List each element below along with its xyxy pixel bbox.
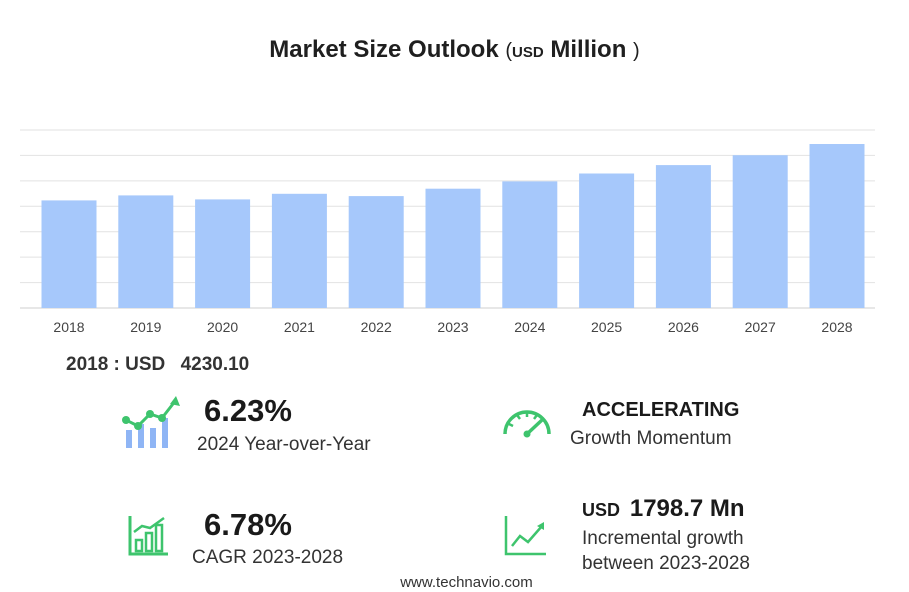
title-currency: USD (512, 44, 544, 61)
title-close-paren: ) (633, 40, 640, 62)
bar-2025 (579, 173, 635, 308)
chart-title: Market Size Outlook (USD Million ) (0, 36, 909, 64)
incremental-amount: 1798.7 Mn (629, 495, 745, 522)
x-tick-label: 2026 (668, 319, 699, 335)
yoy-label: 2024 Year-over-Year (197, 434, 371, 455)
x-tick-label: 2020 (207, 319, 238, 335)
x-tick-label: 2019 (130, 319, 161, 335)
base-year-amount: 4230.10 (180, 354, 250, 375)
bar-2022 (348, 196, 404, 308)
bar-2021 (271, 193, 327, 308)
growth-chart-icon (122, 396, 180, 448)
x-tick-label: 2025 (591, 319, 622, 335)
incremental-label-2: between 2023-2028 (582, 553, 750, 574)
incremental-currency: USD (582, 500, 621, 520)
incremental-label-1: Incremental growth (582, 528, 744, 549)
momentum-value: ACCELERATING (582, 399, 740, 421)
yoy-value: 6.23% (204, 393, 292, 428)
title-open-paren: ( (505, 40, 513, 62)
bar-2027 (732, 155, 788, 308)
x-tick-label: 2022 (361, 319, 392, 335)
cagr-label: CAGR 2023-2028 (192, 547, 344, 568)
momentum-label: Growth Momentum (570, 428, 732, 449)
speedometer-icon (503, 410, 551, 438)
bar-2018 (41, 200, 97, 308)
base-year-label: 2018 : USD (66, 354, 166, 375)
x-tick-label: 2024 (514, 319, 545, 335)
bar-2024 (502, 181, 558, 308)
x-tick-label: 2028 (821, 319, 852, 335)
cagr-value: 6.78% (204, 507, 292, 542)
x-tick-label: 2023 (437, 319, 468, 335)
bar-2026 (655, 165, 711, 308)
title-main: Market Size Outlook (269, 36, 499, 63)
title-unit: Million (550, 36, 627, 63)
incremental-value: USD 1798.7 Mn (582, 495, 745, 523)
bar-2023 (425, 188, 481, 308)
bar-chart: 2018 2019 2020 2021 2022 2023 2024 2025 2026 2027… (20, 129, 875, 335)
bar-2020 (195, 199, 251, 308)
source-footer: www.technavio.com (400, 574, 533, 591)
bar-2019 (118, 195, 174, 308)
x-tick-label: 2027 (745, 319, 776, 335)
bar-2028 (809, 144, 865, 308)
bar-growth-icon (128, 516, 168, 556)
x-tick-label: 2021 (284, 319, 315, 335)
x-tick-label: 2018 (53, 319, 84, 335)
line-growth-icon (504, 516, 546, 556)
base-year-value: 2018 : USD 4230.10 (66, 354, 249, 376)
